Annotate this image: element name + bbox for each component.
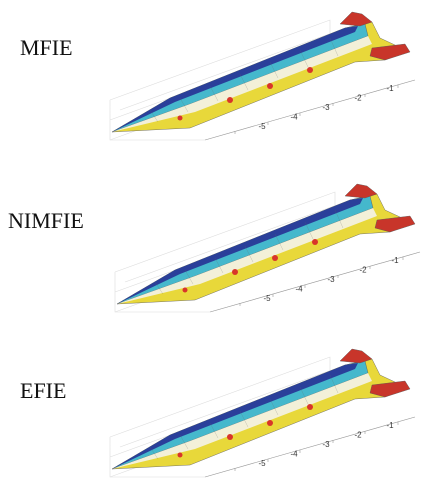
panel-label: NIMFIE <box>8 208 84 233</box>
axis-tick-label: -2 <box>354 431 362 440</box>
axis-tick-label: -5 <box>258 459 266 468</box>
mesh-render <box>114 183 421 313</box>
axis-tick-label: -5 <box>263 294 271 303</box>
axis-tick-label: -4 <box>295 285 303 294</box>
axis-tick-label: -4 <box>290 450 298 459</box>
axis-tick-label: -1 <box>386 421 394 430</box>
axis-tick-label: -3 <box>327 275 335 284</box>
axis-tick-label: -1 <box>391 256 399 265</box>
panel-label: MFIE <box>20 35 73 60</box>
axis-tick-label: -2 <box>359 266 367 275</box>
axis-tick-label: -3 <box>322 440 330 449</box>
axis-tick-label: -5 <box>258 122 266 131</box>
axis-tick-label: -1 <box>386 84 394 93</box>
axis-tick-label: -2 <box>354 94 362 103</box>
axis-tick-label: -3 <box>322 103 330 112</box>
mesh-render <box>109 11 416 141</box>
axis-tick-label: -4 <box>290 113 298 122</box>
panel-label: EFIE <box>20 378 66 403</box>
mesh-render <box>109 348 416 478</box>
